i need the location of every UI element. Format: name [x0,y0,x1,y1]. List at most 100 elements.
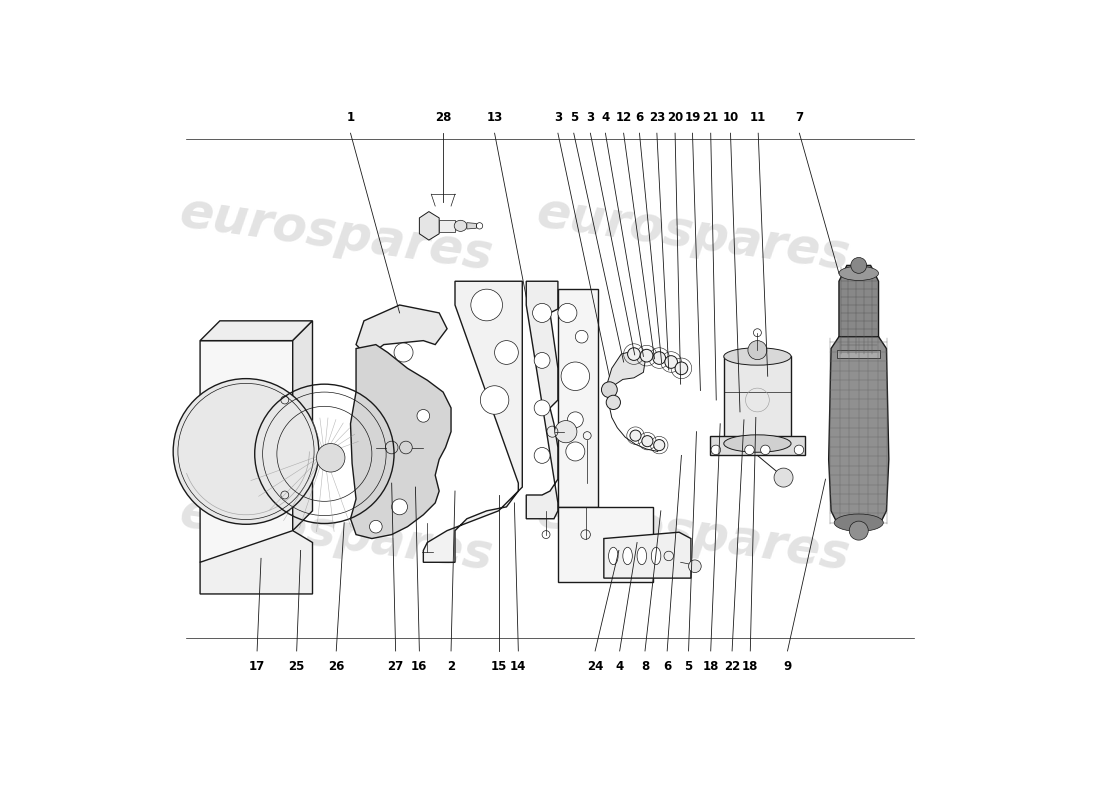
Ellipse shape [834,514,883,531]
Text: 12: 12 [616,110,631,124]
Text: 3: 3 [554,110,562,124]
Ellipse shape [651,547,661,565]
Ellipse shape [623,547,632,565]
Text: 13: 13 [486,110,503,124]
Ellipse shape [454,220,466,231]
Circle shape [850,258,867,274]
Circle shape [640,350,653,362]
Circle shape [535,447,550,463]
Circle shape [849,521,868,540]
Circle shape [317,443,345,472]
Text: 1: 1 [346,110,354,124]
Ellipse shape [839,266,879,281]
Circle shape [745,445,755,454]
Polygon shape [710,436,805,455]
Text: 27: 27 [387,661,404,674]
Text: 26: 26 [328,661,344,674]
Circle shape [575,330,589,343]
Bar [837,350,880,358]
Text: 19: 19 [684,110,701,124]
Text: 7: 7 [795,110,803,124]
Polygon shape [356,305,447,357]
Ellipse shape [637,547,647,565]
Text: eurospares: eurospares [532,188,852,279]
Text: eurospares: eurospares [176,489,496,580]
Text: 6: 6 [663,661,671,674]
Circle shape [532,303,551,322]
Circle shape [641,436,653,446]
Circle shape [561,362,590,390]
Polygon shape [604,532,691,578]
Text: 22: 22 [724,661,740,674]
Polygon shape [607,351,645,395]
Text: 14: 14 [510,661,527,674]
Circle shape [392,499,407,514]
Circle shape [471,289,503,321]
Text: 5: 5 [570,110,578,124]
Bar [558,289,597,507]
Circle shape [394,343,412,362]
Text: 25: 25 [288,661,305,674]
Polygon shape [200,321,312,341]
Text: 8: 8 [641,661,649,674]
Polygon shape [466,222,476,229]
Text: 9: 9 [783,661,792,674]
Circle shape [711,445,720,454]
Circle shape [554,421,576,442]
Circle shape [689,560,701,573]
Polygon shape [419,211,439,240]
Circle shape [794,445,804,454]
Text: 11: 11 [750,110,767,124]
Text: 18: 18 [742,661,759,674]
Text: 4: 4 [602,110,609,124]
Circle shape [495,341,518,364]
Polygon shape [424,282,522,562]
Polygon shape [839,266,879,357]
Bar [558,507,653,582]
Text: 5: 5 [684,661,693,674]
Text: 16: 16 [411,661,428,674]
Ellipse shape [724,348,791,365]
Circle shape [535,400,550,416]
Circle shape [774,468,793,487]
Text: 20: 20 [667,110,683,124]
Bar [724,357,791,443]
Text: 24: 24 [587,661,603,674]
Circle shape [173,378,319,524]
Circle shape [653,352,666,364]
Ellipse shape [724,435,791,452]
Circle shape [675,362,688,374]
Polygon shape [200,341,293,562]
Text: eurospares: eurospares [532,489,852,580]
Circle shape [653,439,664,450]
Circle shape [535,353,550,368]
Bar [439,219,455,232]
Polygon shape [351,345,451,538]
Text: 23: 23 [649,110,666,124]
Circle shape [568,412,583,428]
Circle shape [630,430,641,441]
Circle shape [628,348,640,361]
Text: 21: 21 [703,110,718,124]
Text: 3: 3 [586,110,594,124]
Polygon shape [526,282,558,518]
Text: 2: 2 [447,661,455,674]
Circle shape [602,382,617,398]
Circle shape [664,356,678,368]
Text: 10: 10 [723,110,738,124]
Circle shape [481,386,509,414]
Ellipse shape [608,547,618,565]
Text: 18: 18 [703,661,719,674]
Polygon shape [293,321,312,530]
Text: 17: 17 [249,661,265,674]
Circle shape [760,445,770,454]
Text: 28: 28 [434,110,451,124]
Polygon shape [828,337,889,526]
Circle shape [370,520,382,533]
Circle shape [748,341,767,360]
Polygon shape [200,530,312,594]
Circle shape [558,303,576,322]
Text: eurospares: eurospares [176,188,496,279]
Circle shape [565,442,585,461]
Circle shape [417,410,430,422]
